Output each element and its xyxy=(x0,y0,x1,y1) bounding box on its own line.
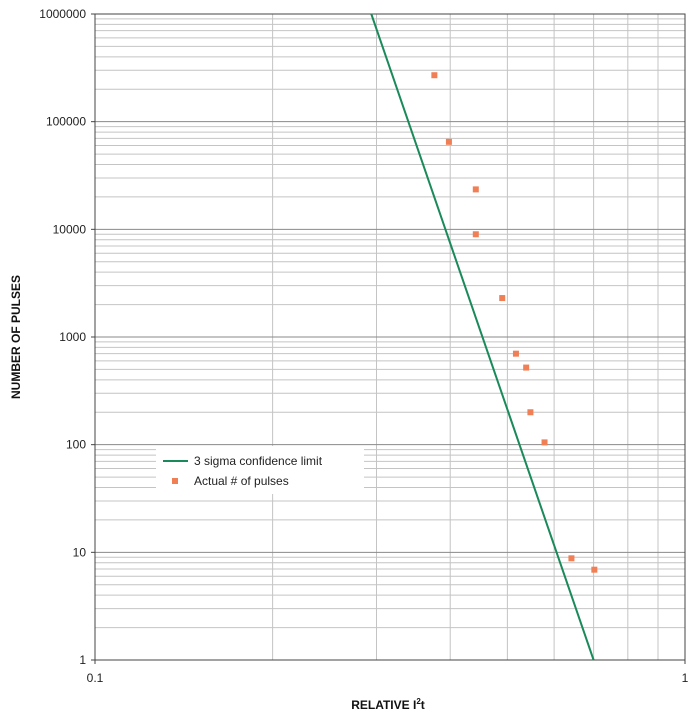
legend-label: 3 sigma confidence limit xyxy=(194,454,323,468)
grid xyxy=(95,14,685,660)
series-line-3-sigma xyxy=(370,13,595,661)
x-axis-title-main: RELATIVE I xyxy=(351,698,416,712)
data-point xyxy=(523,364,530,371)
legend-box xyxy=(156,446,364,494)
data-point xyxy=(472,186,479,193)
data-point xyxy=(591,566,598,573)
y-tick-label: 1000000 xyxy=(39,7,86,21)
data-point xyxy=(527,409,534,416)
series xyxy=(370,13,598,661)
y-tick-label: 10000 xyxy=(53,222,87,236)
x-tick-label: 0.1 xyxy=(87,671,104,685)
legend-marker-swatch xyxy=(172,478,178,484)
y-tick-label: 10 xyxy=(73,545,87,559)
data-point xyxy=(431,72,438,79)
y-axis-title: NUMBER OF PULSES xyxy=(9,275,23,399)
x-axis-title: RELATIVE I2t xyxy=(351,697,425,712)
x-axis-title-superscript: 2 xyxy=(416,697,421,706)
legend: 3 sigma confidence limit Actual # of puls… xyxy=(156,446,364,494)
y-tick-label: 1000 xyxy=(59,330,86,344)
y-tick-label: 100000 xyxy=(46,115,86,129)
data-point xyxy=(499,295,506,302)
data-point xyxy=(541,439,548,446)
x-tick-label: 1 xyxy=(682,671,689,685)
y-tick-label: 100 xyxy=(66,438,86,452)
x-axis-title-tail: t xyxy=(421,698,425,712)
y-tick-label: 1 xyxy=(79,653,86,667)
data-point xyxy=(445,138,452,145)
data-point xyxy=(568,555,575,562)
data-point xyxy=(472,231,479,238)
data-point xyxy=(512,350,519,357)
legend-label: Actual # of pulses xyxy=(194,474,289,488)
